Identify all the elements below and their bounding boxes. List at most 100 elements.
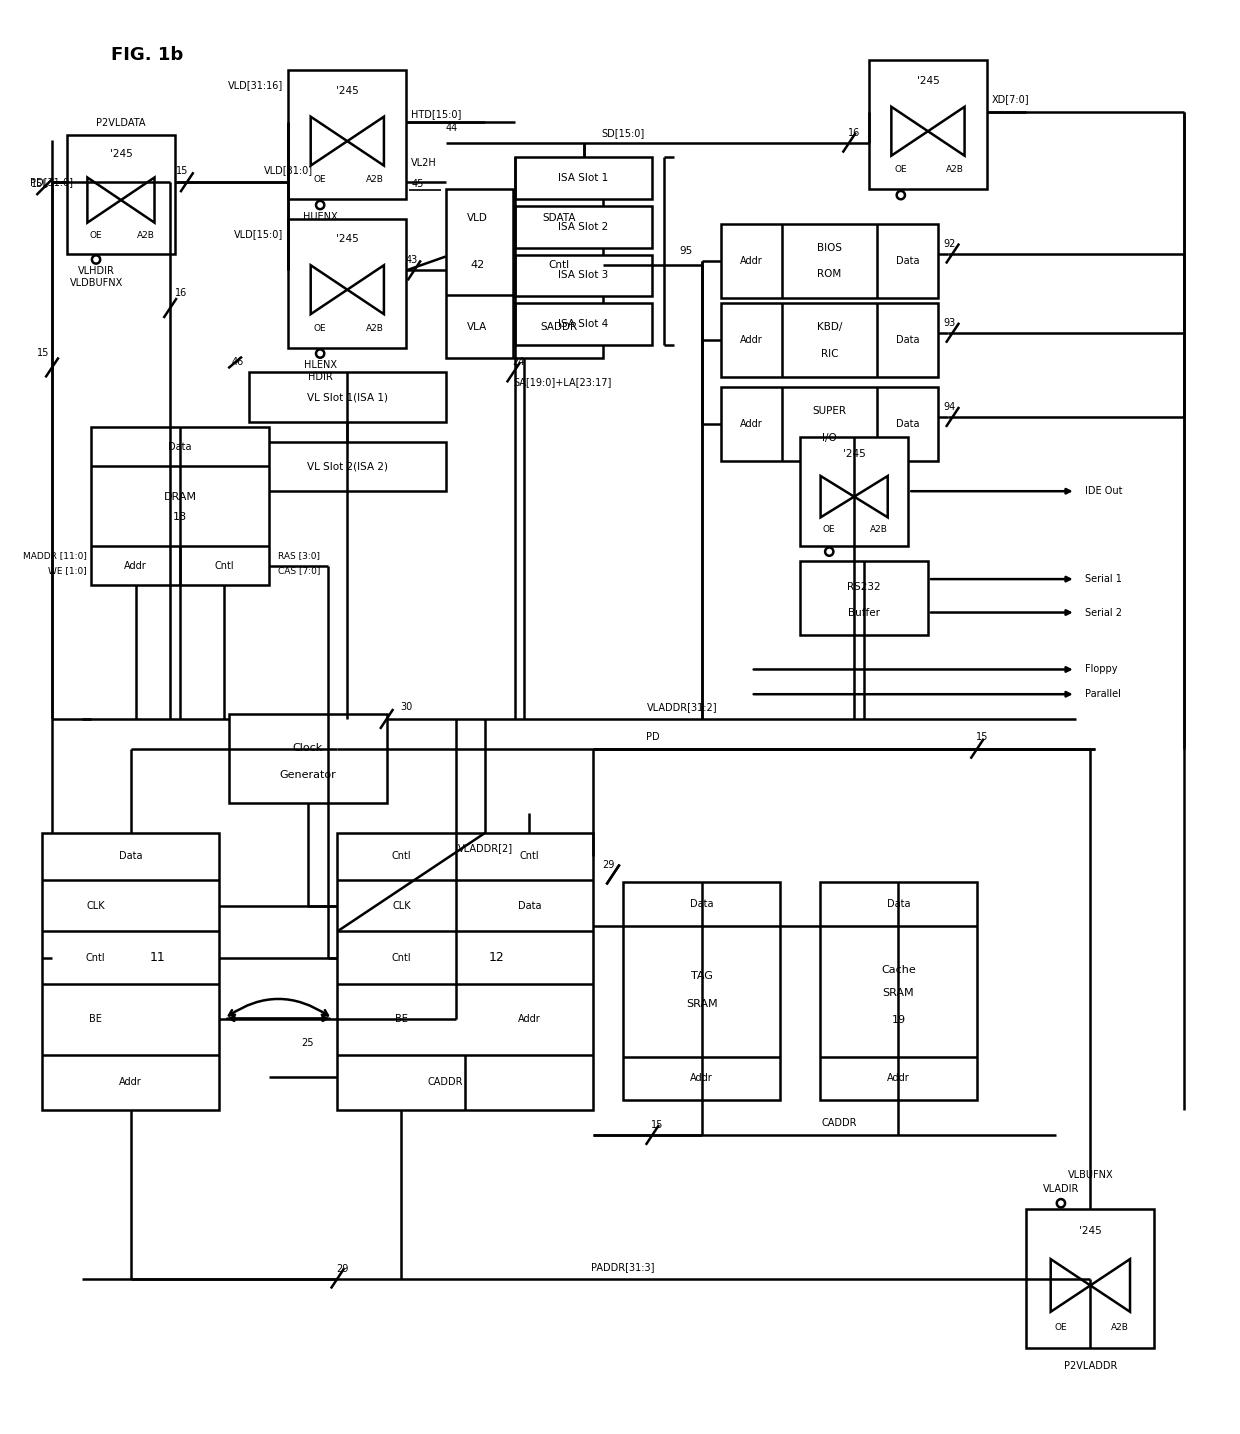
Text: A2B: A2B [136, 231, 155, 241]
Text: OE: OE [894, 165, 908, 175]
Text: A2B: A2B [366, 324, 383, 333]
Text: 43: 43 [405, 255, 418, 265]
Text: 45: 45 [412, 179, 424, 189]
Text: A2B: A2B [870, 525, 888, 533]
Text: 42: 42 [470, 260, 485, 270]
Text: PADDR[31:3]: PADDR[31:3] [591, 1262, 655, 1272]
Text: 15L: 15L [31, 179, 50, 189]
Text: SA[19:0]+LA[23:17]: SA[19:0]+LA[23:17] [513, 377, 611, 387]
Text: Addr: Addr [518, 1014, 541, 1024]
Text: 44: 44 [445, 123, 458, 133]
Text: Data: Data [895, 419, 919, 429]
Text: VL Slot 2(ISA 2): VL Slot 2(ISA 2) [306, 462, 388, 472]
Text: ISA Slot 3: ISA Slot 3 [558, 271, 609, 280]
Text: VLA: VLA [467, 323, 487, 333]
Text: 11: 11 [150, 951, 165, 964]
Text: OE: OE [314, 324, 326, 333]
Text: CLK: CLK [392, 902, 410, 912]
Text: Addr: Addr [691, 1074, 713, 1084]
Text: Addr: Addr [887, 1074, 910, 1084]
Text: 30: 30 [401, 703, 413, 713]
Text: VLBUFNX: VLBUFNX [1068, 1170, 1114, 1180]
Text: VLD: VLD [466, 212, 487, 222]
Text: Data: Data [689, 899, 713, 909]
Bar [820, 882, 977, 1100]
Bar [869, 60, 987, 189]
Text: VL Slot 1(ISA 1): VL Slot 1(ISA 1) [306, 391, 388, 402]
Text: 95: 95 [680, 247, 692, 257]
Text: VLD[31:16]: VLD[31:16] [228, 80, 283, 90]
Text: '245: '245 [843, 449, 866, 459]
Bar [288, 70, 407, 199]
Text: 93: 93 [944, 318, 956, 328]
Text: OE: OE [1054, 1322, 1068, 1332]
Text: 46: 46 [232, 357, 244, 367]
Text: SDATA: SDATA [542, 212, 575, 222]
Text: CADDR: CADDR [822, 1119, 857, 1129]
Bar [722, 387, 937, 462]
Text: '245: '245 [336, 86, 358, 96]
Text: WE [1:0]: WE [1:0] [48, 566, 87, 575]
Text: VLDBUFNX: VLDBUFNX [69, 278, 123, 288]
Text: Addr: Addr [740, 255, 763, 265]
Text: Data: Data [895, 255, 919, 265]
Text: SD[15:0]: SD[15:0] [601, 128, 645, 138]
Text: 25: 25 [301, 1038, 314, 1048]
Text: VLD[15:0]: VLD[15:0] [234, 229, 283, 238]
Text: Buffer: Buffer [848, 608, 880, 618]
Text: Cntl: Cntl [520, 852, 539, 862]
Text: RIC: RIC [821, 348, 838, 358]
Text: A2B: A2B [1111, 1322, 1128, 1332]
Text: A2B: A2B [366, 175, 383, 184]
Text: 15: 15 [37, 347, 50, 357]
Text: ISA Slot 1: ISA Slot 1 [558, 174, 609, 184]
Text: '245: '245 [109, 149, 133, 159]
Text: Data: Data [169, 442, 192, 452]
Text: OE: OE [823, 525, 836, 533]
Text: BE: BE [89, 1014, 102, 1024]
Text: '245: '245 [1079, 1226, 1101, 1236]
Text: FIG. 1b: FIG. 1b [112, 46, 184, 65]
Text: 29: 29 [336, 1263, 348, 1273]
Bar [337, 833, 594, 1110]
Text: Cntl: Cntl [548, 260, 569, 270]
Text: P2VLDATA: P2VLDATA [97, 118, 146, 128]
Text: Data: Data [119, 852, 143, 862]
Bar [445, 189, 603, 357]
Bar [92, 427, 269, 585]
Text: HTD[15:0]: HTD[15:0] [412, 109, 461, 119]
Text: Data: Data [517, 902, 541, 912]
Text: TAG: TAG [691, 971, 713, 981]
Text: VLHDIR: VLHDIR [78, 267, 114, 277]
Text: '245: '245 [336, 235, 358, 244]
Text: ROM: ROM [817, 270, 842, 280]
Text: 94: 94 [944, 402, 956, 412]
Text: IDE Out: IDE Out [1085, 486, 1123, 496]
Text: 15: 15 [176, 166, 188, 176]
Text: Addr: Addr [124, 561, 148, 571]
Bar [515, 206, 652, 248]
Text: PD[31:0]: PD[31:0] [31, 178, 73, 188]
Text: RS232: RS232 [847, 582, 880, 592]
Text: 12: 12 [489, 951, 503, 964]
Bar [67, 135, 175, 254]
Text: Parallel: Parallel [1085, 690, 1121, 700]
Text: OE: OE [314, 175, 326, 184]
Bar [249, 373, 445, 422]
Text: Cntl: Cntl [392, 952, 412, 962]
Bar [722, 303, 937, 377]
Text: KBD/: KBD/ [817, 321, 842, 331]
Text: SRAM: SRAM [883, 988, 914, 998]
Text: VLD[31:0]: VLD[31:0] [264, 165, 312, 175]
Text: Serial 2: Serial 2 [1085, 608, 1122, 618]
Bar [515, 303, 652, 344]
Text: VLADIR: VLADIR [1043, 1184, 1079, 1195]
Text: 18: 18 [172, 512, 187, 522]
Text: BIOS: BIOS [817, 242, 842, 252]
Text: VLADDR[2]: VLADDR[2] [458, 843, 512, 853]
Text: 16: 16 [175, 288, 187, 298]
Bar [1027, 1209, 1154, 1348]
Text: Cntl: Cntl [392, 852, 412, 862]
Text: VL2H: VL2H [412, 158, 436, 168]
Text: Floppy: Floppy [1085, 664, 1118, 674]
